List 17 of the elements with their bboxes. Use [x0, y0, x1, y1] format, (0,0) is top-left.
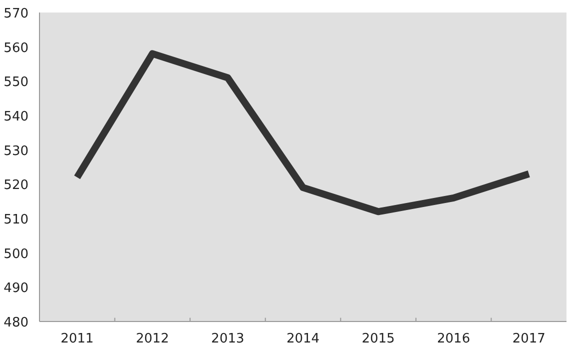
x-tick-label: 2013	[211, 332, 244, 346]
y-tick-label: 540	[4, 110, 29, 124]
y-tick-label: 570	[4, 6, 29, 22]
x-tick-label: 2015	[362, 332, 395, 346]
y-tick-label: 490	[4, 281, 29, 296]
y-tick-label: 550	[4, 75, 29, 90]
x-tick-label: 2011	[60, 332, 94, 346]
y-tick-label: 560	[4, 40, 29, 56]
x-tick-label: 2017	[512, 332, 546, 346]
x-tick-label: 2014	[286, 332, 320, 346]
y-tick-label: 500	[4, 246, 29, 262]
y-tick-label: 480	[4, 316, 29, 330]
y-tick-label: 510	[4, 212, 29, 228]
x-tick-label: 2012	[136, 332, 169, 346]
y-tick-label: 530	[4, 144, 29, 159]
x-tick-label: 2016	[437, 332, 470, 346]
y-tick-label: 520	[4, 178, 29, 194]
